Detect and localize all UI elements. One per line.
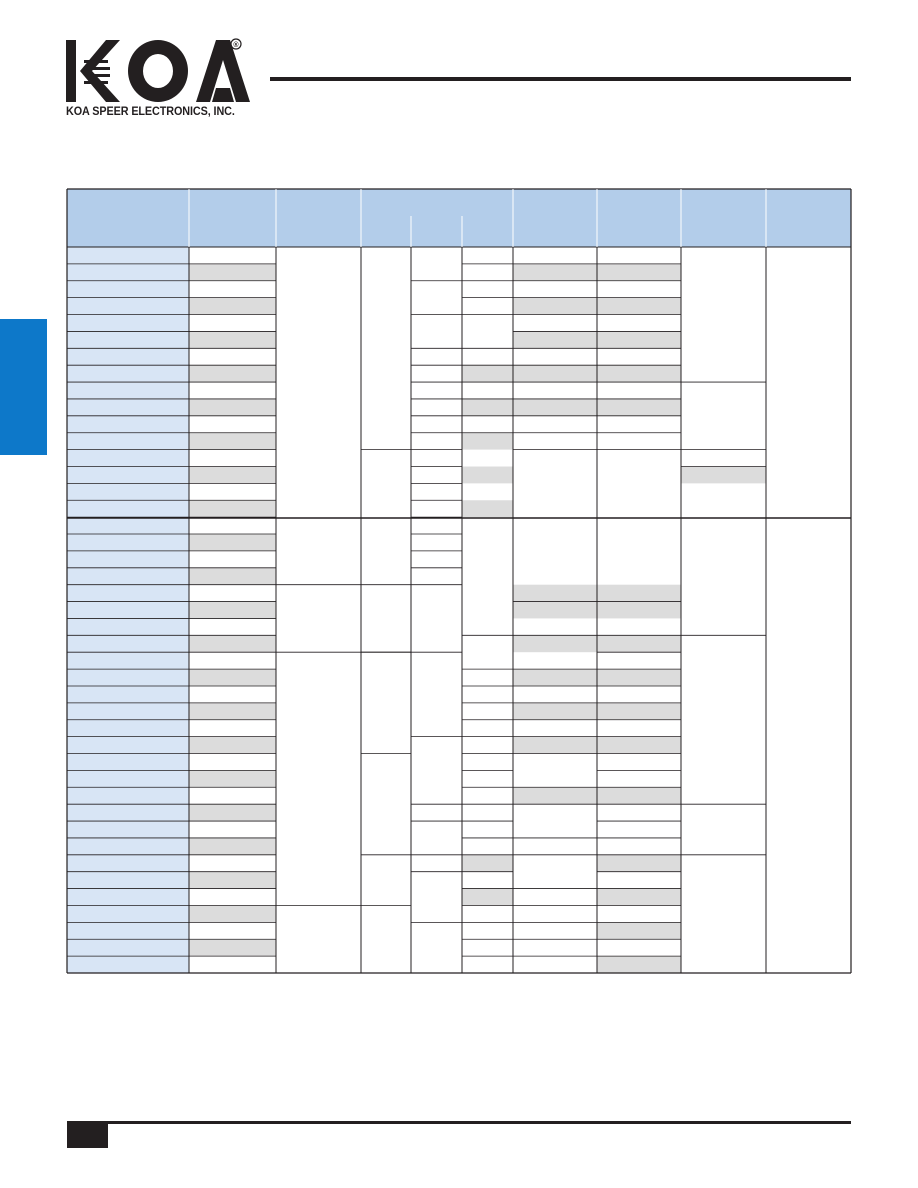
alt-row-cell xyxy=(189,297,276,315)
alt-row-cell xyxy=(189,905,276,923)
row-label-cell xyxy=(67,314,189,332)
alt-row-cell xyxy=(189,331,276,349)
table-header xyxy=(67,189,851,247)
alt-row-cell xyxy=(189,804,276,822)
row-label-cell xyxy=(67,280,189,298)
alt-row-cell xyxy=(189,770,276,788)
alt-row-cell xyxy=(189,837,276,855)
row-label-cell xyxy=(67,534,189,551)
row-label-cell xyxy=(67,415,189,433)
row-label-cell xyxy=(67,584,189,602)
row-label-cell xyxy=(67,466,189,484)
row-label-cell xyxy=(67,652,189,670)
shaded-cell xyxy=(597,854,681,872)
shaded-cell xyxy=(681,466,766,484)
row-label-cell xyxy=(67,939,189,957)
row-label-cell xyxy=(67,922,189,940)
shaded-cell xyxy=(597,888,681,906)
side-tab xyxy=(0,319,47,455)
row-label-cell xyxy=(67,618,189,636)
row-label-cell xyxy=(67,770,189,788)
shaded-cell xyxy=(462,365,513,383)
alt-row-cell xyxy=(189,432,276,450)
row-label-cell xyxy=(67,331,189,349)
row-label-cell xyxy=(67,382,189,399)
row-label-cell xyxy=(67,601,189,619)
row-label-cell xyxy=(67,247,189,264)
shaded-cell xyxy=(462,500,513,518)
alt-row-cell xyxy=(189,669,276,686)
row-label-cell xyxy=(67,685,189,703)
row-label-cell xyxy=(67,348,189,366)
row-label-cell xyxy=(67,517,189,535)
row-label-cell xyxy=(67,500,189,518)
company-name: KOA SPEER ELECTRONICS, INC. xyxy=(66,104,235,118)
row-label-cell xyxy=(67,483,189,501)
shaded-cell xyxy=(597,922,681,940)
row-label-cell xyxy=(67,449,189,467)
row-label-cell xyxy=(67,871,189,889)
alt-row-cell xyxy=(189,567,276,585)
page-number-box xyxy=(67,1121,108,1148)
row-label-cell xyxy=(67,854,189,872)
shaded-cell xyxy=(462,466,513,484)
row-label-cell xyxy=(67,432,189,450)
alt-row-cell xyxy=(189,466,276,484)
row-label-cell xyxy=(67,837,189,855)
row-label-cell xyxy=(67,263,189,281)
alt-row-cell xyxy=(189,635,276,653)
alt-row-cell xyxy=(189,601,276,619)
alt-row-cell xyxy=(189,365,276,383)
alt-row-cell xyxy=(189,871,276,889)
row-label-cell xyxy=(67,398,189,416)
row-label-cell xyxy=(67,567,189,585)
alt-row-cell xyxy=(189,939,276,957)
row-label-cell xyxy=(67,702,189,720)
row-label-cell xyxy=(67,956,189,973)
shaded-cell xyxy=(462,398,513,416)
shaded-cell xyxy=(462,888,513,906)
alt-row-cell xyxy=(189,398,276,416)
row-label-cell xyxy=(67,365,189,383)
registered-mark: ® xyxy=(233,41,239,49)
row-label-cell xyxy=(67,635,189,653)
row-label-cell xyxy=(67,753,189,771)
shaded-cell xyxy=(462,432,513,450)
koa-logo: ® xyxy=(66,38,250,102)
row-label-cell xyxy=(67,719,189,737)
shaded-cell xyxy=(462,854,513,872)
row-label-cell xyxy=(67,669,189,686)
row-label-cell xyxy=(67,550,189,568)
row-label-cell xyxy=(67,736,189,754)
row-label-cell xyxy=(67,888,189,906)
alt-row-cell xyxy=(189,702,276,720)
row-label-cell xyxy=(67,905,189,923)
alt-row-cell xyxy=(189,534,276,551)
alt-row-cell xyxy=(189,500,276,518)
shaded-cell xyxy=(597,956,681,973)
row-label-cell xyxy=(67,821,189,838)
row-label-cell xyxy=(67,297,189,315)
alt-row-cell xyxy=(189,263,276,281)
footer-rule xyxy=(67,1121,851,1124)
row-label-cell xyxy=(67,787,189,805)
alt-row-cell xyxy=(189,736,276,754)
header-rule xyxy=(270,77,851,81)
row-label-cell xyxy=(67,804,189,822)
